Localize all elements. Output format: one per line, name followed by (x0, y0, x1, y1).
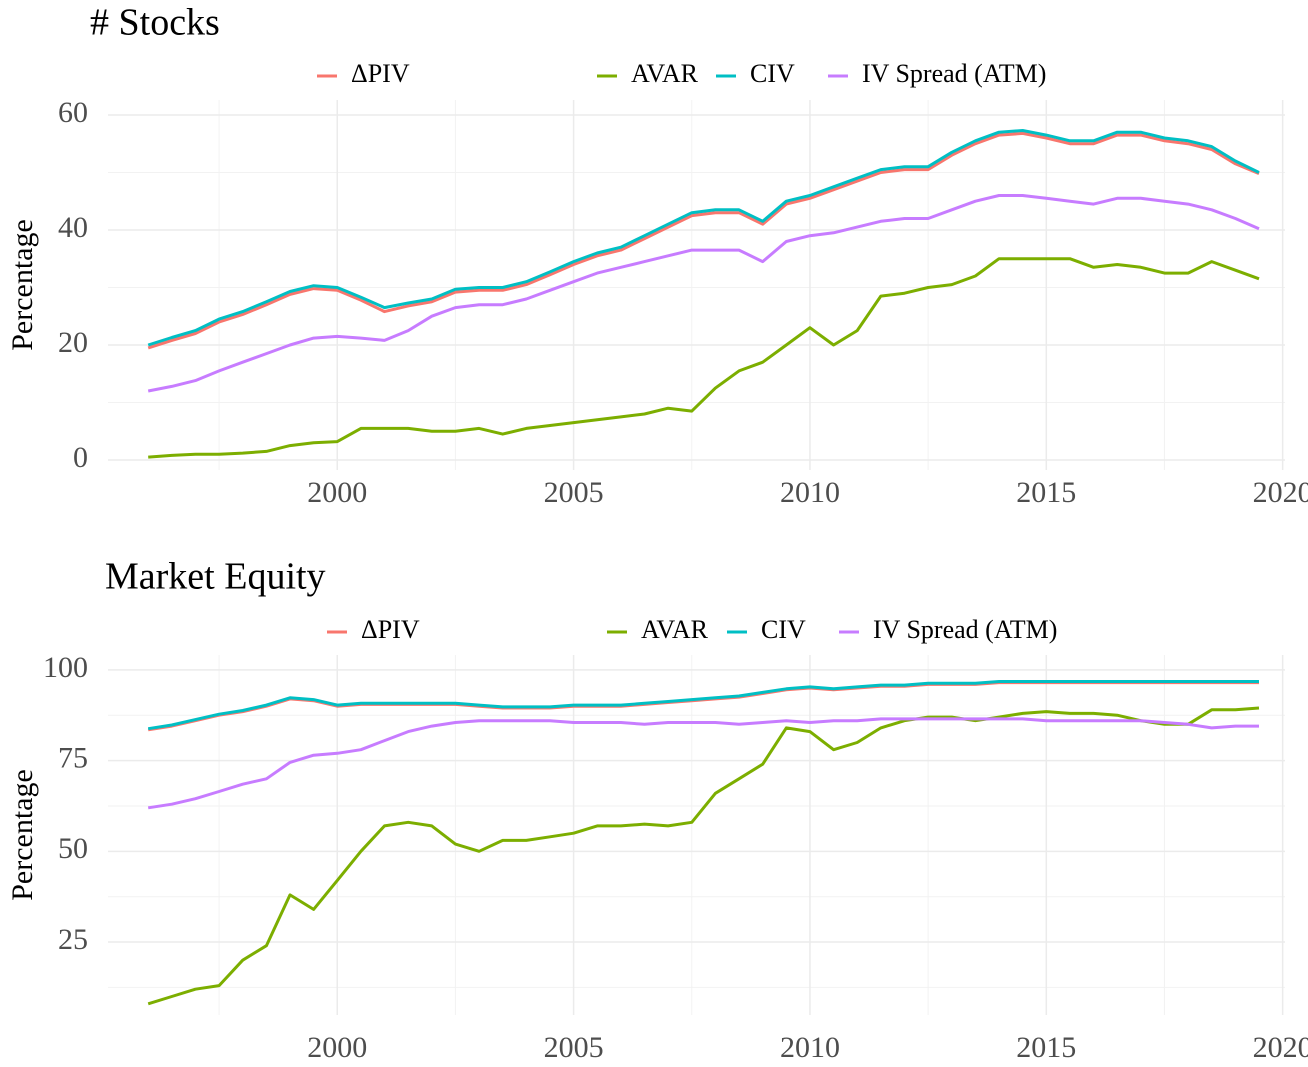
legend-label: ΔPIV (351, 59, 410, 88)
legend-label: AVAR (641, 615, 709, 644)
x-tick-label: 2015 (1016, 1031, 1076, 1064)
series-line (148, 257, 1260, 459)
y-tick-label: 75 (58, 741, 88, 774)
x-tick-label: 2010 (780, 476, 840, 509)
legend-label: CIV (750, 59, 795, 88)
chart-title: # Stocks (90, 2, 220, 44)
legend-label: IV Spread (ATM) (873, 615, 1057, 644)
y-axis-label: Percentage (6, 769, 39, 901)
legend-label: CIV (761, 615, 806, 644)
x-tick-label: 2005 (544, 1031, 604, 1064)
series-line (147, 131, 1260, 350)
series-line (147, 680, 1259, 731)
series-line (147, 129, 1260, 347)
chart-title: Market Equity (105, 556, 326, 598)
x-tick-label: 2010 (780, 1031, 840, 1064)
y-tick-label: 60 (58, 96, 88, 129)
x-tick-label: 2000 (307, 1031, 367, 1064)
legend-label: ΔPIV (361, 615, 420, 644)
y-tick-label: 20 (58, 326, 88, 359)
series-line (147, 194, 1260, 393)
x-tick-label: 2005 (544, 476, 604, 509)
y-tick-label: 40 (58, 211, 88, 244)
x-tick-label: 2000 (307, 476, 367, 509)
series-line (147, 706, 1260, 1006)
legend-label: AVAR (631, 59, 699, 88)
y-tick-label: 100 (43, 651, 88, 684)
series-line (147, 717, 1259, 810)
x-tick-label: 2020 (1253, 476, 1308, 509)
y-tick-label: 50 (58, 832, 88, 865)
y-tick-label: 25 (58, 923, 88, 956)
x-tick-label: 2015 (1016, 476, 1076, 509)
legend-label: IV Spread (ATM) (862, 59, 1046, 88)
x-tick-label: 2020 (1253, 1031, 1308, 1064)
y-tick-label: 0 (73, 441, 88, 474)
y-axis-label: Percentage (6, 219, 39, 351)
